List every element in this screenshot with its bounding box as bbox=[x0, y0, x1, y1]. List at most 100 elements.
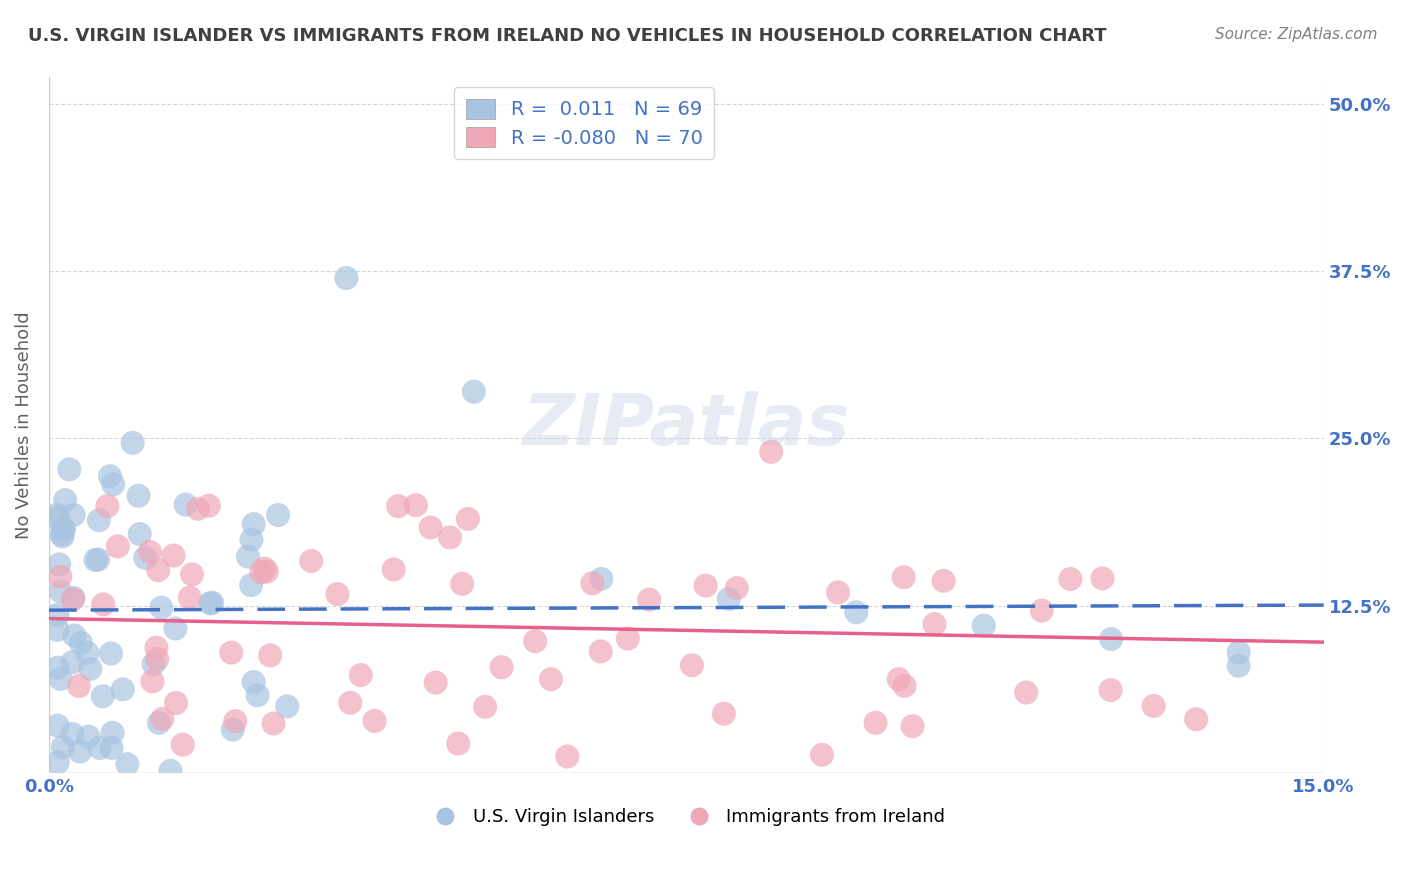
Point bbox=[276, 699, 298, 714]
Point bbox=[932, 574, 955, 588]
Point bbox=[52, 529, 75, 543]
Point bbox=[98, 469, 121, 483]
Point bbox=[49, 584, 72, 599]
Point bbox=[350, 668, 373, 682]
Point bbox=[240, 578, 263, 592]
Point bbox=[77, 730, 100, 744]
Point bbox=[142, 657, 165, 671]
Point bbox=[457, 512, 479, 526]
Point bbox=[165, 622, 187, 636]
Point bbox=[187, 501, 209, 516]
Point bbox=[91, 690, 114, 704]
Point bbox=[425, 675, 447, 690]
Point bbox=[326, 587, 349, 601]
Point bbox=[146, 652, 169, 666]
Point bbox=[253, 561, 276, 575]
Point bbox=[382, 562, 405, 576]
Point bbox=[924, 617, 946, 632]
Point bbox=[222, 723, 245, 737]
Point bbox=[589, 644, 612, 658]
Point bbox=[52, 739, 75, 754]
Point bbox=[159, 764, 181, 778]
Point bbox=[107, 540, 129, 554]
Point bbox=[811, 747, 834, 762]
Point bbox=[49, 672, 72, 686]
Point bbox=[240, 533, 263, 547]
Point bbox=[58, 462, 80, 476]
Point bbox=[761, 445, 783, 459]
Point bbox=[1227, 645, 1250, 659]
Point bbox=[84, 553, 107, 567]
Point bbox=[89, 741, 111, 756]
Point bbox=[179, 591, 201, 605]
Point bbox=[901, 719, 924, 733]
Point bbox=[638, 592, 661, 607]
Point bbox=[87, 513, 110, 527]
Point bbox=[121, 435, 143, 450]
Point bbox=[363, 714, 385, 728]
Point bbox=[893, 570, 915, 584]
Point bbox=[713, 706, 735, 721]
Point bbox=[162, 549, 184, 563]
Point bbox=[62, 655, 84, 669]
Point bbox=[46, 623, 69, 637]
Point bbox=[695, 578, 717, 592]
Point bbox=[181, 567, 204, 582]
Point bbox=[128, 527, 150, 541]
Point bbox=[174, 498, 197, 512]
Point bbox=[439, 531, 461, 545]
Point bbox=[263, 716, 285, 731]
Point bbox=[491, 660, 513, 674]
Point bbox=[165, 696, 187, 710]
Point bbox=[339, 696, 361, 710]
Point bbox=[148, 563, 170, 577]
Point bbox=[419, 520, 441, 534]
Point bbox=[76, 646, 98, 660]
Point bbox=[299, 554, 322, 568]
Text: ZIPatlas: ZIPatlas bbox=[523, 391, 851, 459]
Point bbox=[681, 658, 703, 673]
Point bbox=[49, 570, 72, 584]
Point bbox=[46, 508, 69, 522]
Point bbox=[717, 591, 740, 606]
Point bbox=[246, 688, 269, 702]
Point bbox=[53, 493, 76, 508]
Point bbox=[150, 600, 173, 615]
Point bbox=[405, 498, 427, 512]
Point bbox=[46, 607, 69, 622]
Point bbox=[117, 757, 139, 772]
Point bbox=[111, 682, 134, 697]
Point bbox=[474, 699, 496, 714]
Point bbox=[865, 715, 887, 730]
Point bbox=[145, 640, 167, 655]
Point bbox=[267, 508, 290, 522]
Point bbox=[127, 489, 149, 503]
Point bbox=[87, 552, 110, 566]
Point bbox=[463, 384, 485, 399]
Point bbox=[242, 675, 264, 690]
Point bbox=[51, 527, 73, 541]
Point bbox=[591, 572, 613, 586]
Point bbox=[447, 737, 470, 751]
Point bbox=[524, 634, 547, 648]
Point bbox=[1059, 572, 1081, 586]
Point bbox=[973, 618, 995, 632]
Point bbox=[101, 725, 124, 739]
Legend: U.S. Virgin Islanders, Immigrants from Ireland: U.S. Virgin Islanders, Immigrants from I… bbox=[420, 801, 952, 833]
Point bbox=[1091, 571, 1114, 585]
Point bbox=[845, 605, 868, 619]
Point bbox=[139, 545, 162, 559]
Point bbox=[581, 576, 603, 591]
Text: U.S. VIRGIN ISLANDER VS IMMIGRANTS FROM IRELAND NO VEHICLES IN HOUSEHOLD CORRELA: U.S. VIRGIN ISLANDER VS IMMIGRANTS FROM … bbox=[28, 27, 1107, 45]
Point bbox=[259, 648, 281, 663]
Point bbox=[219, 646, 242, 660]
Point bbox=[62, 508, 84, 522]
Point bbox=[172, 738, 194, 752]
Point bbox=[1185, 712, 1208, 726]
Point bbox=[201, 596, 224, 610]
Point bbox=[1227, 658, 1250, 673]
Point bbox=[1031, 604, 1053, 618]
Point bbox=[148, 715, 170, 730]
Point bbox=[69, 744, 91, 758]
Point bbox=[451, 577, 474, 591]
